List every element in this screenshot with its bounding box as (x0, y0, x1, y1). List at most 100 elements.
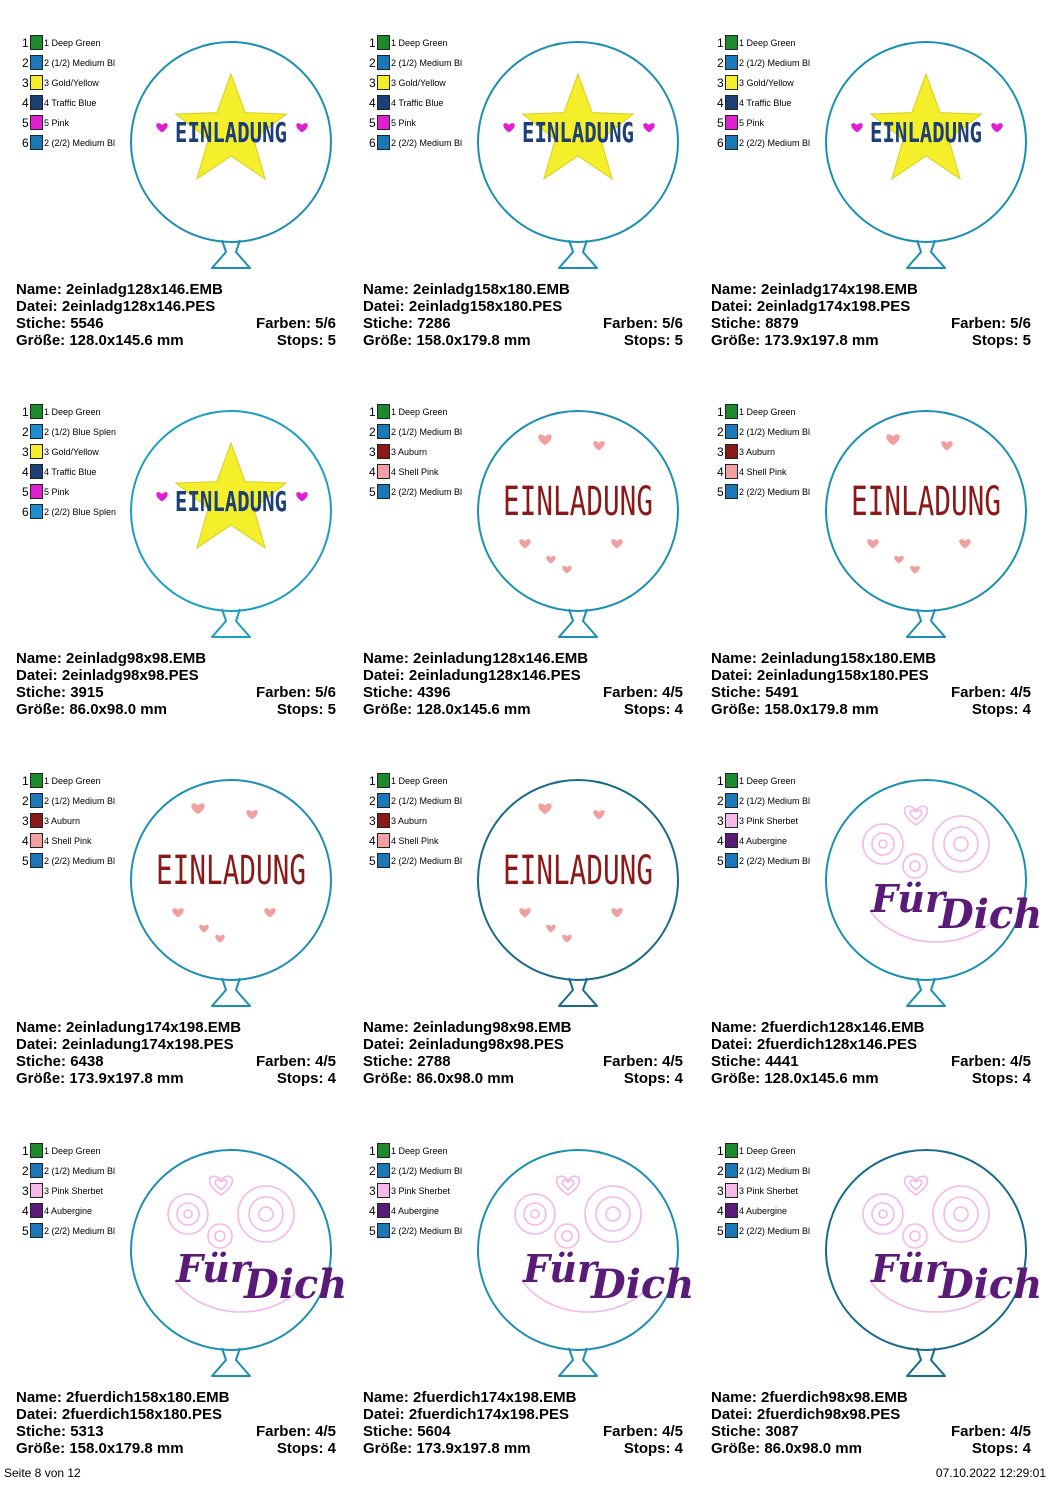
balloon-knot (906, 608, 946, 638)
design-size: 128.0x145.6 mm (416, 701, 531, 718)
design-name: 2fuerdich98x98.EMB (761, 1389, 908, 1406)
design-card: 1 1 Deep Green 2 2 (1/2) Medium Bl 3 3 G… (355, 22, 695, 382)
color-name: 3 Pink Sherbet (391, 1186, 451, 1196)
color-entry: 2 2 (1/2) Medium Bl (709, 54, 821, 74)
color-name: 2 (2/2) Medium Bl (391, 487, 463, 497)
pink-heart-right (991, 123, 1003, 133)
color-number: 3 (717, 76, 724, 90)
color-name: 4 Traffic Blue (44, 467, 97, 477)
label-stiche: Stiche: (711, 684, 762, 701)
color-name: 1 Deep Green (44, 776, 101, 786)
design-info: Name: 2fuerdich128x146.EMB Datei: 2fuerd… (711, 1019, 1031, 1087)
shell-pink-heart (546, 924, 556, 933)
design-text-2: Dich (243, 1261, 346, 1308)
color-entry: 1 1 Deep Green (709, 1142, 821, 1162)
swirl-ornament (514, 1175, 654, 1313)
label-stops: Stops: (623, 1070, 671, 1087)
color-swatch (377, 464, 390, 479)
color-name: 1 Deep Green (391, 776, 448, 786)
star-shape (869, 72, 983, 181)
color-name: 2 (2/2) Medium Bl (739, 487, 811, 497)
color-number: 2 (22, 56, 29, 70)
pink-heart-left (156, 492, 168, 502)
color-swatch (725, 95, 738, 110)
color-name: 2 (1/2) Medium Bl (391, 1166, 463, 1176)
shell-pink-heart (562, 934, 572, 943)
color-swatch (30, 484, 43, 499)
design-name: 2einladung158x180.EMB (761, 650, 937, 667)
color-name: 3 Gold/Yellow (739, 78, 794, 88)
label-name: Name: (363, 281, 409, 298)
design-info: Name: 2einladung98x98.EMB Datei: 2einlad… (363, 1019, 683, 1087)
color-entry: 1 1 Deep Green (361, 1142, 473, 1162)
design-text: Für (870, 1246, 948, 1291)
design-size: 173.9x197.8 mm (416, 1440, 531, 1457)
color-entry: 5 2 (2/2) Medium Bl (709, 852, 821, 872)
design-file: 2einladung158x180.PES (756, 667, 929, 684)
color-swatch (377, 1183, 390, 1198)
color-swatch (30, 75, 43, 90)
color-name: 4 Shell Pink (739, 467, 787, 477)
color-swatch (725, 1163, 738, 1178)
color-number: 2 (22, 1164, 29, 1178)
color-entry: 3 3 Auburn (361, 443, 473, 463)
color-name: 4 Aubergine (739, 836, 788, 846)
color-number: 4 (369, 96, 376, 110)
color-name: 4 Shell Pink (391, 836, 439, 846)
label-groesse: Größe: (16, 1070, 66, 1087)
design-info: Name: 2einladg174x198.EMB Datei: 2einlad… (711, 281, 1031, 349)
swirl-ornament (862, 1175, 1002, 1313)
color-number: 6 (369, 136, 376, 150)
color-entry: 6 2 (2/2) Blue Splen (14, 503, 126, 523)
color-name: 3 Auburn (391, 816, 428, 826)
balloon-knot (211, 239, 251, 269)
color-entry: 2 2 (1/2) Medium Bl (361, 1162, 473, 1182)
color-number: 3 (22, 445, 29, 459)
color-swatch (725, 424, 738, 439)
color-entry: 4 4 Aubergine (709, 832, 821, 852)
color-entry: 5 5 Pink (709, 114, 821, 134)
color-name: 3 Pink Sherbet (739, 816, 799, 826)
color-entry: 1 1 Deep Green (709, 772, 821, 792)
design-info: Name: 2einladg128x146.EMB Datei: 2einlad… (16, 281, 336, 349)
label-farben: Farben: (950, 1423, 1006, 1440)
balloon-preview: EINLADUNG (825, 41, 1027, 269)
color-entry: 6 2 (2/2) Medium Bl (14, 134, 126, 154)
label-datei: Datei: (711, 1036, 753, 1053)
shell-pink-heart (910, 565, 920, 574)
color-name: 3 Auburn (391, 447, 428, 457)
color-list: 1 1 Deep Green 2 2 (1/2) Medium Bl 3 3 P… (361, 1142, 473, 1242)
color-name: 2 (2/2) Medium Bl (44, 1226, 116, 1236)
color-name: 1 Deep Green (739, 407, 796, 417)
color-number: 6 (22, 505, 29, 519)
color-entry: 3 3 Auburn (14, 812, 126, 832)
color-name: 1 Deep Green (391, 1146, 448, 1156)
label-name: Name: (16, 650, 62, 667)
design-info: Name: 2fuerdich158x180.EMB Datei: 2fuerd… (16, 1389, 336, 1457)
color-name: 1 Deep Green (44, 407, 101, 417)
design-file: 2fuerdich174x198.PES (408, 1406, 569, 1423)
color-name: 5 Pink (44, 487, 70, 497)
color-swatch (377, 813, 390, 828)
design-file: 2einladung128x146.PES (408, 667, 581, 684)
balloon-knot (558, 977, 598, 1007)
color-name: 3 Gold/Yellow (44, 78, 99, 88)
color-swatch (377, 484, 390, 499)
color-swatch (725, 484, 738, 499)
color-name: 2 (1/2) Blue Splen (44, 427, 117, 437)
color-name: 2 (2/2) Medium Bl (44, 856, 116, 866)
color-number: 1 (717, 405, 724, 419)
label-name: Name: (363, 1019, 409, 1036)
design-card: 1 1 Deep Green 2 2 (1/2) Medium Bl 3 3 P… (355, 1130, 695, 1490)
balloon-outline (130, 1149, 332, 1351)
color-name: 1 Deep Green (391, 407, 448, 417)
color-entry: 1 1 Deep Green (361, 403, 473, 423)
color-swatch (30, 1143, 43, 1158)
color-swatch (30, 35, 43, 50)
label-datei: Datei: (363, 298, 405, 315)
color-name: 3 Gold/Yellow (44, 447, 99, 457)
label-farben: Farben: (602, 315, 658, 332)
color-entry: 2 2 (1/2) Medium Bl (709, 423, 821, 443)
label-datei: Datei: (363, 667, 405, 684)
color-swatch (377, 115, 390, 130)
